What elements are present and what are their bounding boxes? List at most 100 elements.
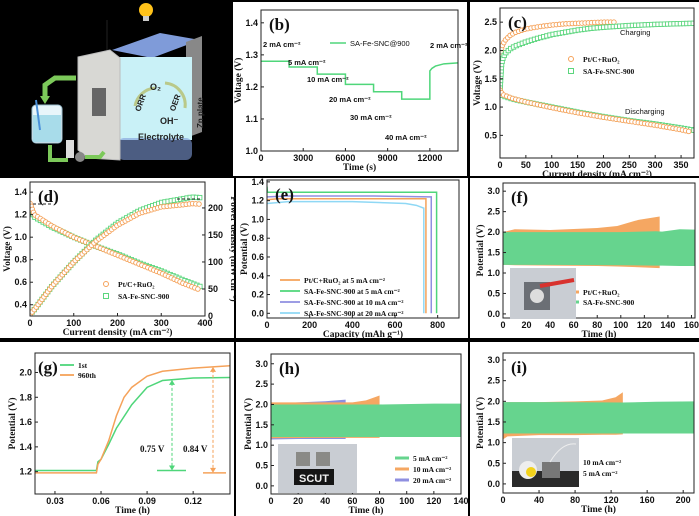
panel-label: (e) — [275, 185, 294, 204]
electrolyte-chamber — [118, 57, 192, 140]
legend-label: SA-Fe-SNC-900 — [583, 67, 634, 76]
x-tick-label: 20 — [293, 496, 303, 506]
y2-tick-label: 50 — [208, 284, 218, 294]
y-tick-label: 0.0 — [255, 481, 268, 491]
legend-item: 1st — [60, 361, 88, 370]
y-tick-label: 1.5 — [487, 417, 500, 427]
y-tick-label: 1.4 — [251, 177, 264, 187]
zinc-air-battery-schematic: O₂ ORR OER OH⁻ Electrolyte Zn plate — [0, 0, 235, 178]
y-tick-label: 0.4 — [251, 271, 264, 281]
red-clip-wire — [539, 278, 575, 288]
panel-label: (f) — [511, 188, 528, 207]
panel-b: 0 3000 6000 9000 12000 1.0 1.1 1.2 1.3 1.4 Time (s… — [233, 2, 468, 176]
y-tick-label: 1.0 — [14, 232, 27, 242]
panel-background — [236, 178, 468, 338]
plot-area — [35, 364, 230, 474]
y-tick-label: 1.0 — [245, 146, 258, 156]
legend-label: SA-Fe-SNC-900 at 10 mA cm⁻² — [304, 298, 404, 307]
data-point — [196, 201, 202, 207]
series-line-0 — [261, 60, 458, 100]
y-tick-label: 2.0 — [487, 396, 500, 406]
y-tick-label: 3.0 — [255, 359, 268, 369]
plot-frame — [266, 179, 460, 319]
panel-label: (g) — [38, 358, 58, 377]
panel-d: 0 100 200 300 400 0.4 0.6 0.8 1.0 1.2 1.4 0 50 100 150… — [0, 178, 239, 338]
y-tick-label: 0.0 — [251, 308, 264, 318]
plot-frame — [499, 7, 695, 159]
pump-icon — [66, 140, 85, 162]
y-tick-label: 0.5 — [487, 458, 500, 468]
x-tick-label: 40 — [545, 320, 555, 330]
x-tick-label: 40 — [320, 496, 330, 506]
legend-item: 5 mA cm⁻² — [395, 454, 448, 463]
legend-marker-circle — [103, 281, 109, 287]
plot-area — [500, 19, 694, 135]
panel-g: 0.03 0.06 0.09 0.12 1.2 1.4 1.6 1.8 2.0 Time (h) P… — [0, 342, 234, 516]
legend-label: Pt/C+RuO₂ — [118, 280, 155, 289]
legend-item: SA-Fe-SNC-900 at 5 mA cm⁻² — [280, 287, 401, 296]
x-tick-label: 400 — [197, 318, 212, 328]
series-band-1 — [503, 229, 695, 267]
series-band-1 — [503, 401, 694, 434]
legend-label: 20 mA cm⁻² — [413, 476, 452, 485]
plot-frame — [502, 352, 695, 494]
battery-photo-inset — [512, 438, 579, 487]
y-tick-label: 1.4 — [245, 18, 258, 28]
x-tick-label: 12000 — [417, 153, 442, 163]
legend-label: Pt/C+RuO₂ at 5 mA cm⁻² — [304, 276, 386, 285]
zn-plate-label: Zn plate — [196, 97, 205, 128]
plot-frame — [270, 353, 462, 495]
x-axis-label: Capacity (mAh g⁻¹) — [323, 329, 403, 340]
x-tick-label: 0 — [500, 320, 505, 330]
x-tick-label: 150 — [570, 160, 585, 170]
x-tick-label: 600 — [387, 320, 402, 330]
y-axis-label: Potential (V) — [239, 223, 250, 275]
y2-tick-label: 0 — [208, 311, 213, 321]
x-tick-label: 200 — [110, 318, 125, 328]
panel-background — [233, 2, 467, 176]
legend-label: SA-Fe-SNC-900 at 5 mA cm⁻² — [304, 287, 401, 296]
x-tick-label: 40 — [534, 495, 544, 505]
x-axis-label: Time (h) — [115, 505, 150, 516]
battery-cell — [316, 452, 330, 466]
y-tick-label: 1.5 — [487, 248, 500, 258]
x-tick-label: 100 — [613, 320, 628, 330]
y-tick-label: 1.0 — [251, 214, 264, 224]
x-tick-label: 20 — [522, 320, 532, 330]
x-tick-label: 120 — [426, 496, 441, 506]
y-tick-label: 0.5 — [255, 461, 268, 471]
x-tick-label: 140 — [453, 496, 468, 506]
legend-label: 1st — [78, 361, 88, 370]
panel-e: 0 200 400 600 800 0.0 0.2 0.4 0.6 0.8 1.0 1.2 1.4 Cap… — [236, 177, 468, 340]
y-axis-label: Potential (V) — [243, 398, 254, 450]
x-tick-label: 80 — [592, 320, 602, 330]
panel-i: 0 40 80 120 160 200 0.0 0.5 1.0 1.5 2.0 2.5 3.0 Time … — [470, 342, 699, 516]
series-line-1 — [267, 195, 433, 314]
y-axis-label: Potential (V) — [475, 225, 486, 277]
legend-label: 10 mA cm⁻² — [413, 465, 452, 474]
annotation: 40 mA cm⁻² — [385, 133, 427, 142]
legend-item: SA-Fe-SNC-900 at 10 mA cm⁻² — [280, 298, 404, 307]
y-tick-label: 1.2 — [251, 196, 264, 206]
y-tick-label: 1.2 — [19, 467, 32, 477]
y-tick-label: 1.0 — [487, 268, 500, 278]
flow-arrowhead-icon — [40, 96, 50, 104]
legend-marker-circle — [568, 56, 574, 62]
y-axis-label: Voltage (V) — [2, 226, 13, 272]
annotation: 2 mA cm⁻² — [263, 40, 301, 49]
plot-area — [261, 60, 458, 100]
y-tick-label: 0.8 — [14, 255, 27, 265]
y-tick-label: 1.0 — [484, 102, 497, 112]
panel-label: (b) — [269, 15, 290, 34]
y-tick-label: 1.8 — [19, 392, 32, 402]
y-tick-label: 0.0 — [487, 309, 500, 319]
y-tick-label: 1.1 — [245, 114, 258, 124]
x-tick-label: 200 — [596, 160, 611, 170]
data-point — [195, 286, 201, 292]
x-tick-label: 9000 — [378, 153, 398, 163]
panel-c: 0 50 100 150 200 250 300 350 0.5 1.0 1.5 2.0 2.5 Curr… — [470, 2, 699, 180]
y2-tick-label: 200 — [208, 203, 223, 213]
oer-arrow-icon — [164, 81, 187, 109]
y-tick-label: 1.2 — [245, 82, 258, 92]
led-sign-text: SCUT — [299, 473, 329, 485]
